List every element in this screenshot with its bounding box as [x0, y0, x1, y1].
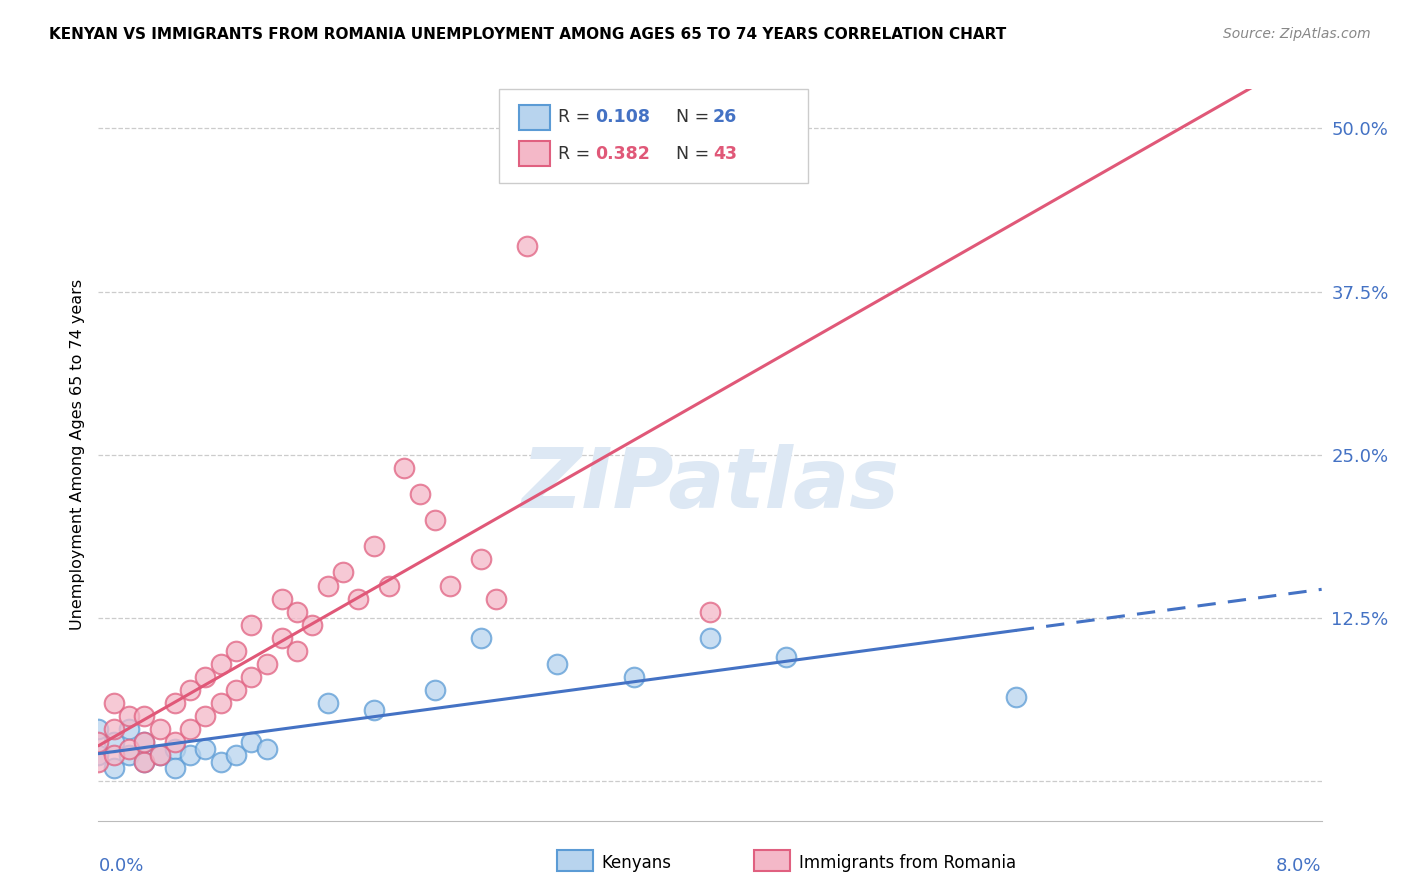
Point	[470, 552, 492, 566]
Point	[225, 683, 247, 698]
Y-axis label: Unemployment Among Ages 65 to 74 years: Unemployment Among Ages 65 to 74 years	[69, 279, 84, 631]
Text: 26: 26	[713, 109, 737, 127]
Text: ZIPatlas: ZIPatlas	[522, 443, 898, 524]
Point	[149, 748, 172, 763]
Text: 0.0%: 0.0%	[98, 857, 143, 875]
FancyBboxPatch shape	[754, 850, 790, 871]
Point	[546, 657, 568, 671]
Point	[392, 461, 416, 475]
Point	[285, 644, 308, 658]
Point	[149, 723, 172, 737]
Point	[623, 670, 645, 684]
Text: N =: N =	[676, 109, 716, 127]
Point	[423, 513, 446, 527]
Point	[134, 709, 156, 723]
Point	[240, 670, 263, 684]
Text: R =: R =	[558, 145, 596, 163]
Point	[118, 748, 141, 763]
Point	[163, 696, 186, 710]
Point	[87, 755, 110, 769]
Point	[699, 631, 721, 645]
Point	[470, 631, 492, 645]
Point	[347, 591, 370, 606]
FancyBboxPatch shape	[519, 141, 550, 166]
Point	[87, 748, 110, 763]
FancyBboxPatch shape	[557, 850, 593, 871]
Point	[103, 735, 125, 749]
Point	[209, 657, 232, 671]
Point	[516, 239, 538, 253]
Point	[240, 735, 263, 749]
FancyBboxPatch shape	[519, 105, 550, 130]
Text: N =: N =	[676, 145, 716, 163]
Point	[149, 748, 172, 763]
Point	[209, 696, 232, 710]
Point	[256, 657, 278, 671]
Point	[270, 631, 294, 645]
Point	[118, 709, 141, 723]
Point	[225, 748, 247, 763]
Point	[179, 723, 201, 737]
Text: 0.108: 0.108	[595, 109, 650, 127]
Point	[209, 755, 232, 769]
Point	[87, 735, 110, 749]
Point	[134, 755, 156, 769]
Point	[134, 755, 156, 769]
Point	[163, 761, 186, 775]
Point	[332, 566, 354, 580]
Point	[408, 487, 430, 501]
Point	[194, 741, 217, 756]
Point	[270, 591, 294, 606]
Text: Source: ZipAtlas.com: Source: ZipAtlas.com	[1223, 27, 1371, 41]
Point	[87, 723, 110, 737]
Point	[134, 735, 156, 749]
Point	[316, 578, 339, 592]
Point	[225, 644, 247, 658]
Point	[118, 723, 141, 737]
Text: Immigrants from Romania: Immigrants from Romania	[799, 854, 1015, 871]
Point	[179, 683, 201, 698]
Point	[240, 617, 263, 632]
Point	[301, 617, 323, 632]
Point	[1004, 690, 1026, 704]
Point	[699, 605, 721, 619]
Point	[103, 748, 125, 763]
Point	[103, 723, 125, 737]
Point	[439, 578, 461, 592]
Text: KENYAN VS IMMIGRANTS FROM ROMANIA UNEMPLOYMENT AMONG AGES 65 TO 74 YEARS CORRELA: KENYAN VS IMMIGRANTS FROM ROMANIA UNEMPL…	[49, 27, 1007, 42]
Text: 43: 43	[713, 145, 737, 163]
Point	[256, 741, 278, 756]
Point	[179, 748, 201, 763]
Point	[316, 696, 339, 710]
Point	[378, 578, 401, 592]
Point	[363, 539, 385, 553]
Point	[485, 591, 508, 606]
Text: 8.0%: 8.0%	[1277, 857, 1322, 875]
Text: Kenyans: Kenyans	[602, 854, 672, 871]
Text: 0.382: 0.382	[595, 145, 650, 163]
Point	[163, 741, 186, 756]
Point	[163, 735, 186, 749]
Point	[118, 741, 141, 756]
Point	[103, 696, 125, 710]
Point	[363, 703, 385, 717]
Point	[285, 605, 308, 619]
Point	[134, 735, 156, 749]
Point	[103, 761, 125, 775]
Point	[775, 650, 797, 665]
Text: R =: R =	[558, 109, 596, 127]
Point	[423, 683, 446, 698]
Point	[194, 670, 217, 684]
Point	[194, 709, 217, 723]
